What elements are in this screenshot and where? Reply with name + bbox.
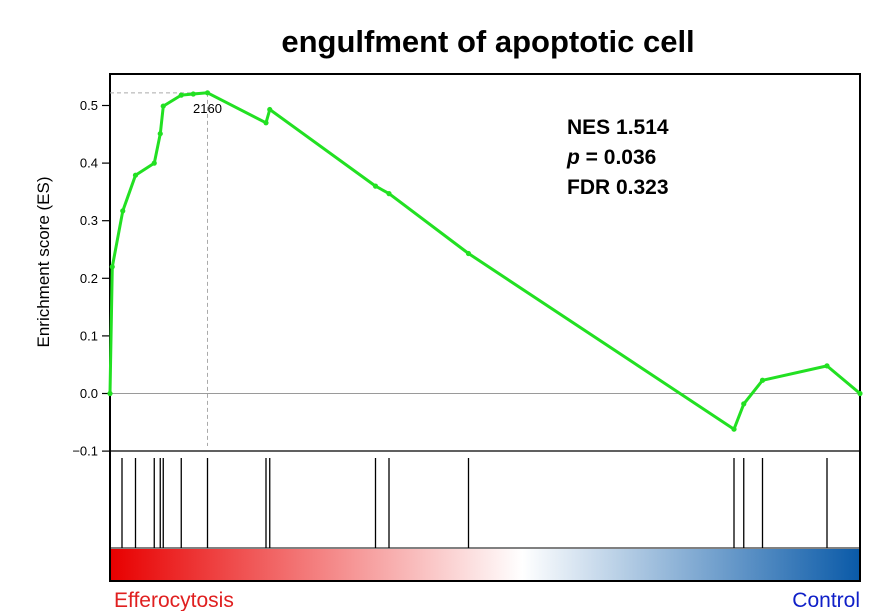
nes-annotation: NES 1.514 <box>567 116 669 139</box>
es-point <box>178 92 184 98</box>
p-symbol: p <box>566 146 580 169</box>
y-axis-label: Enrichment score (ES) <box>34 177 53 348</box>
category-left-label: Efferocytosis <box>114 589 234 611</box>
es-series-line <box>108 91 861 431</box>
es-point <box>386 191 392 197</box>
es-point <box>857 390 863 397</box>
y-tick-label: 0.1 <box>80 328 98 343</box>
chart-title: engulfment of apoptotic cell <box>281 24 694 59</box>
hits-layer <box>121 458 828 548</box>
es-point <box>731 426 737 432</box>
es-point <box>157 131 163 137</box>
p-value-text: = 0.036 <box>580 146 656 169</box>
peak-rank-label: 2160 <box>193 101 222 116</box>
es-point <box>759 377 766 383</box>
y-axis: 0.5 0.4 0.3 0.2 0.1 0.0 −0.1 <box>72 98 110 459</box>
plot-frame <box>109 73 861 582</box>
es-point <box>465 250 472 257</box>
es-point <box>267 106 273 113</box>
es-point <box>107 390 113 397</box>
es-point <box>741 401 747 407</box>
es-point <box>824 363 830 369</box>
p-value-annotation: p = 0.036 <box>566 146 656 169</box>
es-point <box>132 172 139 178</box>
fdr-annotation: FDR 0.323 <box>567 176 669 199</box>
es-point <box>151 160 157 166</box>
es-point <box>204 90 211 96</box>
y-tick-label: 0.3 <box>80 213 98 228</box>
es-point <box>160 103 166 109</box>
y-tick-label: 0.4 <box>80 156 98 171</box>
es-point <box>372 183 379 189</box>
es-point <box>263 120 269 126</box>
y-tick-label: 0.5 <box>80 98 98 113</box>
y-tick-label: 0.0 <box>80 386 98 401</box>
es-point <box>109 264 115 270</box>
y-tick-label: −0.1 <box>72 444 98 459</box>
es-point <box>120 208 126 214</box>
es-point <box>190 91 196 97</box>
ranking-gradient-bar <box>111 549 859 580</box>
series-layer <box>107 90 863 432</box>
peak-guides <box>110 92 208 446</box>
y-tick-label: 0.2 <box>80 271 98 286</box>
category-right-label: Control <box>792 589 860 611</box>
